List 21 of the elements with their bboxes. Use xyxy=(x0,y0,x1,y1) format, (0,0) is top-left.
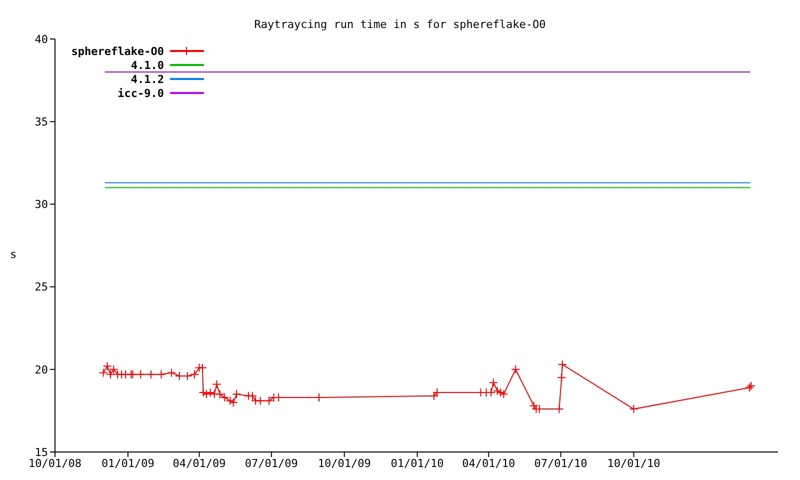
chart-title: Raytraycing run time in s for sphereflake-O0 xyxy=(253,18,547,31)
x-tick-label: 01/01/09 xyxy=(101,456,154,470)
y-tick-label: 30 xyxy=(34,198,48,212)
y-tick-label: 15 xyxy=(34,446,48,459)
x-tick-label: 10/01/10 xyxy=(607,456,660,470)
y-tick-label: 25 xyxy=(34,280,48,294)
x-tick-label: 07/01/09 xyxy=(244,456,298,470)
y-tick-label: 40 xyxy=(34,32,48,46)
y-tick-label: 35 xyxy=(34,116,48,129)
x-tick-label: 04/01/10 xyxy=(462,456,516,470)
legend-label: sphereflake-O0 xyxy=(70,44,165,58)
legend-label: 4.1.2 xyxy=(130,72,165,86)
x-tick-label: 04/01/09 xyxy=(172,456,226,470)
y-axis-title: s xyxy=(10,248,17,261)
x-tick-label: 07/01/10 xyxy=(534,456,588,470)
legend-label: 4.1.0 xyxy=(130,58,165,72)
x-tick-label: 10/01/08 xyxy=(28,456,82,470)
x-tick-label: 01/01/10 xyxy=(390,456,444,470)
y-tick-label: 20 xyxy=(34,363,48,376)
x-tick-label: 10/01/09 xyxy=(318,456,371,470)
legend-label: icc-9.0 xyxy=(116,86,165,100)
